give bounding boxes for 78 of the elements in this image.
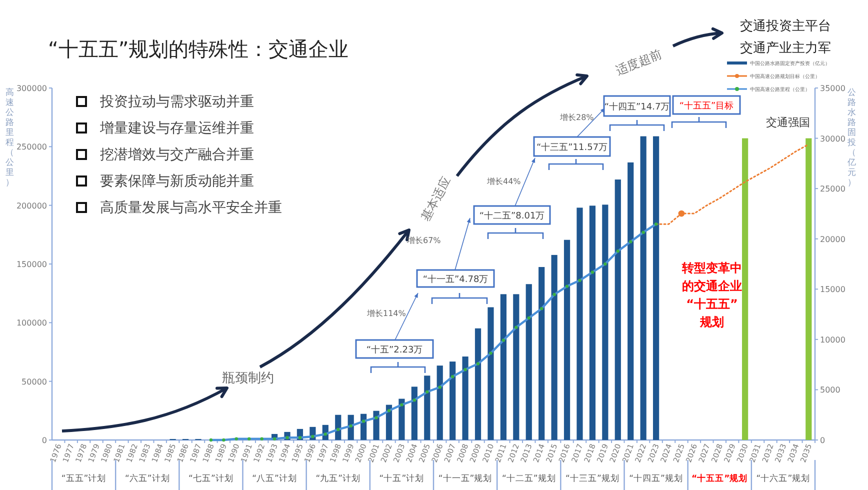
bar [398, 398, 405, 440]
bar [436, 366, 443, 440]
bar [602, 204, 608, 440]
bar [474, 328, 482, 440]
annotation: 增长44% [486, 177, 522, 186]
annotation: 瓶颈制约 [222, 371, 274, 386]
annotation: 增长67% [406, 236, 442, 245]
bar [500, 294, 506, 440]
annotation: 挖潜增效与交产融合并重 [100, 147, 254, 163]
text: 高速公路里程（公里） [6, 88, 14, 188]
chart-title: “十五五”规划的特殊性：交通企业 [48, 37, 349, 61]
y-tick-label: 50000 [22, 377, 47, 386]
text: “十六五”规划 [756, 473, 810, 484]
text: “九五”计划 [316, 473, 361, 484]
annotation: 基本适应 [418, 174, 454, 224]
bar [628, 162, 634, 440]
bar [462, 356, 468, 440]
bar [386, 404, 392, 440]
text: “十五五”规划 [692, 473, 748, 484]
annotation: 增量建设与存量运维并重 [99, 120, 254, 136]
y2-tick-label: 20000 [820, 234, 846, 244]
y-tick-label: 200000 [16, 201, 47, 210]
annotation: 转型变革中的交通企业“十五五”规划 [681, 261, 742, 329]
bar [564, 240, 570, 440]
bar [551, 254, 558, 440]
bar [652, 136, 660, 440]
bar [576, 208, 583, 440]
bar [450, 362, 456, 440]
y2-tick-label: 25000 [820, 184, 846, 194]
bar [411, 386, 418, 440]
bar [424, 376, 430, 440]
bar [806, 138, 812, 440]
bar [488, 307, 494, 440]
text: “十二五”规划 [502, 473, 556, 484]
text: 交通投资主平台 [740, 18, 831, 34]
y2-tick-label: 0 [820, 436, 826, 445]
y2-tick-label: 30000 [820, 134, 846, 144]
y-tick-label: 100000 [16, 318, 47, 328]
y-tick-label: 150000 [16, 260, 47, 269]
y-tick-label: 0 [42, 436, 47, 445]
annotation: “十一五”4.78万 [422, 274, 488, 285]
annotation: 交通强国 [766, 116, 810, 129]
bar [589, 206, 596, 440]
annotation: “十三五”11.57万 [536, 142, 608, 153]
text: “十一五”规划 [438, 473, 492, 484]
annotation: 高质量发展与高水平安全并重 [100, 200, 282, 216]
y2-tick-label: 35000 [820, 84, 846, 93]
bar [614, 180, 621, 440]
text: 适度超前 [614, 46, 664, 78]
bar [526, 284, 532, 440]
bar [538, 267, 545, 440]
annotation: 增长28% [559, 113, 594, 122]
y2-tick-label: 10000 [820, 335, 846, 344]
text: “八五”计划 [252, 473, 297, 484]
text: “十五”计划 [379, 473, 424, 484]
text: “六五”计划 [124, 473, 170, 484]
text: 交通产业主力军 [740, 40, 831, 56]
y2-tick-label: 5000 [820, 386, 840, 395]
annotation: “十五五”目标 [679, 100, 734, 112]
bar [513, 294, 520, 440]
bar [360, 414, 367, 440]
annotation: “十二五”8.01万 [479, 210, 545, 222]
text: “七五”计划 [188, 473, 234, 484]
text: “十三五”规划 [566, 473, 620, 484]
text: 公路水路固投（亿元） [848, 88, 856, 188]
annotation: “十五”2.23万 [366, 344, 423, 356]
annotation: 投资拉动与需求驱动并重 [99, 94, 254, 110]
y2-tick-label: 15000 [820, 285, 846, 294]
y-tick-label: 300000 [16, 84, 47, 93]
bar [640, 136, 646, 440]
annotation: 要素保障与新质动能并重 [100, 174, 254, 190]
annotation: 增长114% [366, 309, 406, 318]
bar [742, 138, 748, 440]
text: “十四五”规划 [629, 473, 683, 484]
annotation: “十四五”14.7万 [604, 102, 670, 112]
text: “五五”计划 [61, 473, 106, 484]
y-tick-label: 250000 [16, 142, 47, 152]
bar [373, 410, 380, 440]
